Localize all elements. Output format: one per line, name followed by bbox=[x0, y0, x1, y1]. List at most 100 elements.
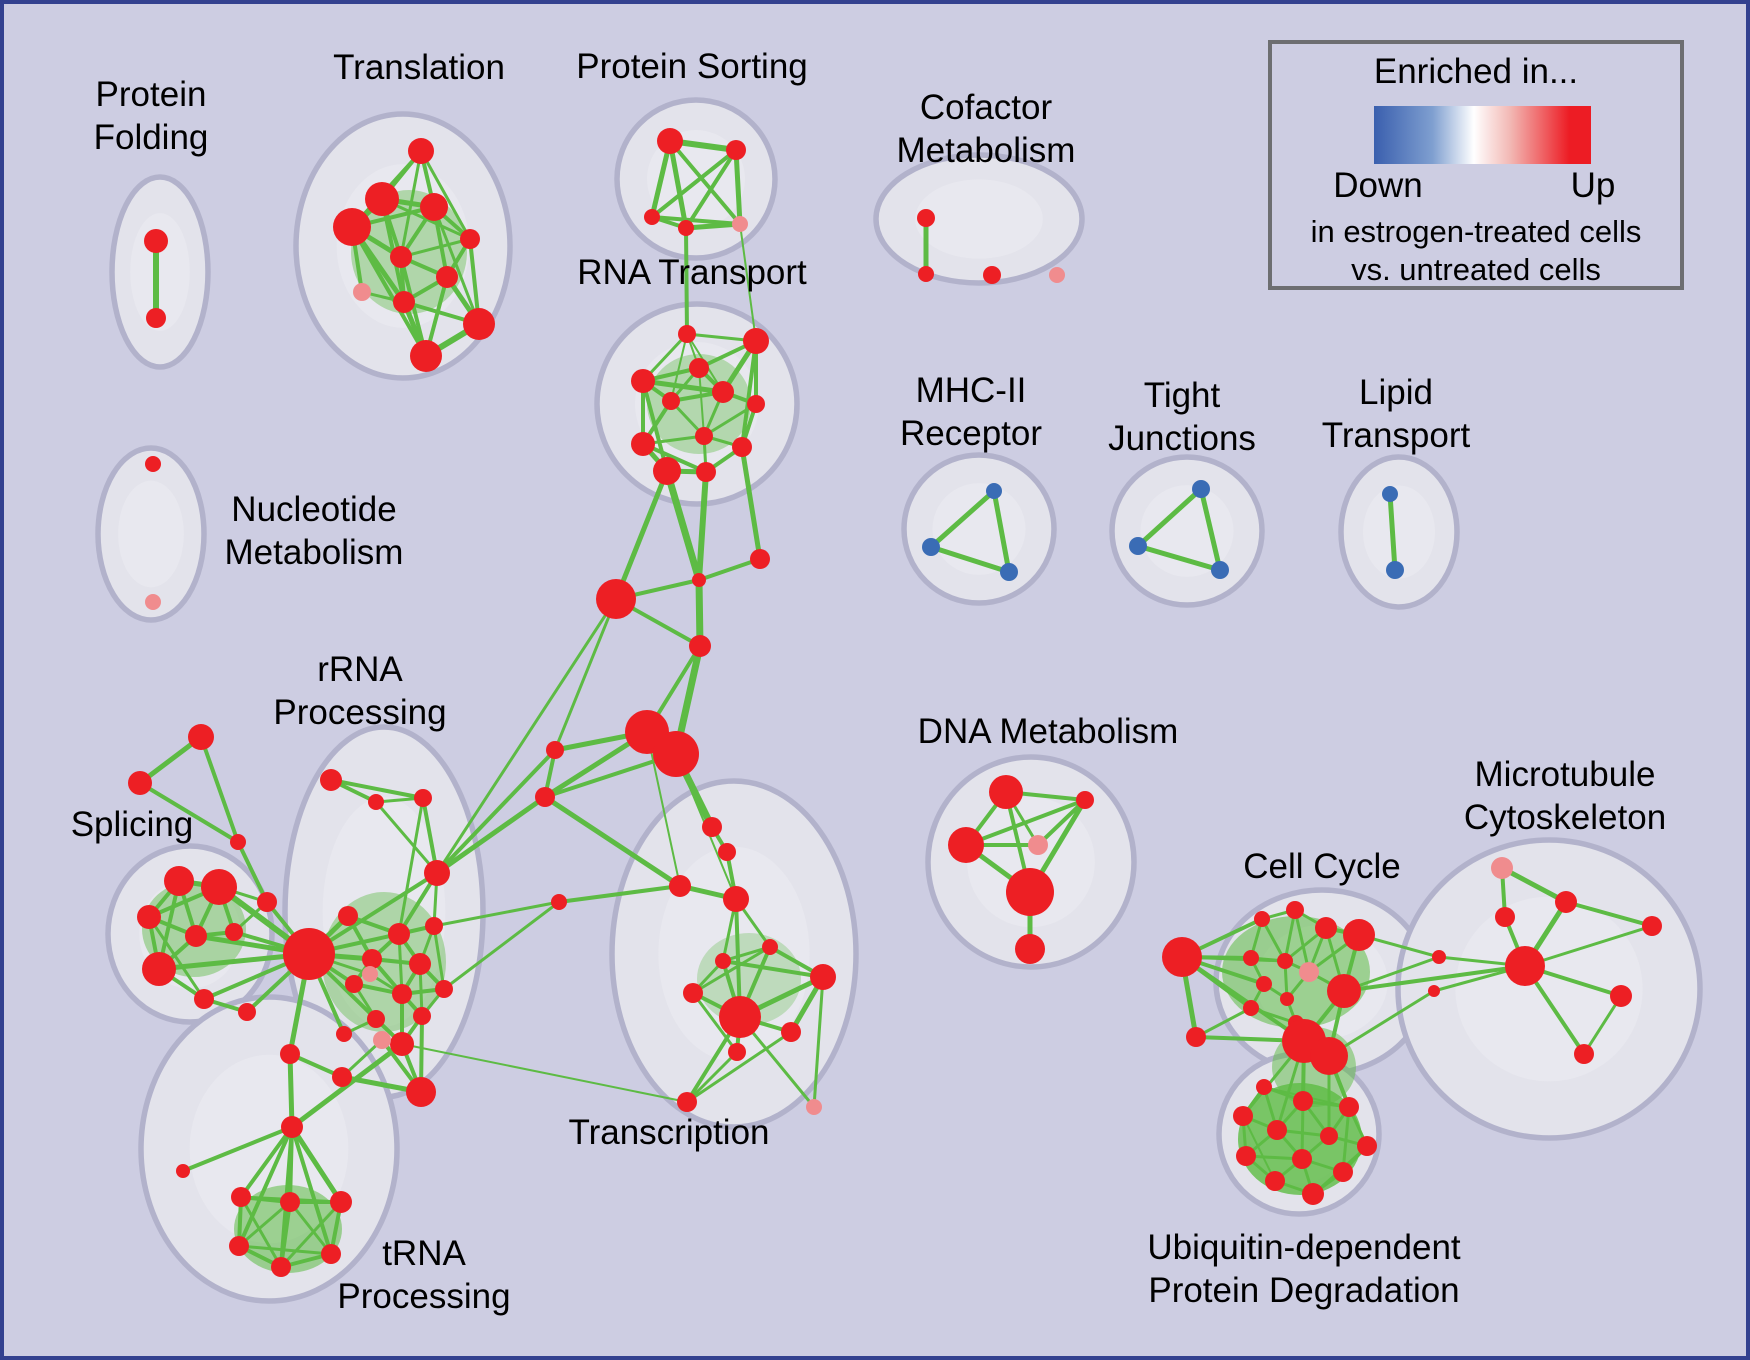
edge-tn4-tn7 bbox=[279, 1200, 343, 1269]
edge-tn0-tn4 bbox=[289, 1124, 344, 1205]
node-ub7 bbox=[1236, 1146, 1256, 1166]
node-nc1 bbox=[145, 594, 161, 610]
edge-tx5-tx12 bbox=[812, 975, 825, 1109]
edge-cn3-tx2 bbox=[557, 884, 682, 904]
cluster-label-trna-processing: Processing bbox=[337, 1277, 510, 1316]
node-rt6 bbox=[747, 395, 765, 413]
edge-tn3-tn7 bbox=[279, 1200, 292, 1269]
node-sp5 bbox=[137, 905, 161, 929]
node-mt8 bbox=[1574, 1044, 1594, 1064]
edge-ps1-ps2 bbox=[650, 148, 738, 219]
edge-tj0-tj2 bbox=[1198, 486, 1223, 573]
node-tx10 bbox=[728, 1043, 746, 1061]
edge-cn2-rr3 bbox=[434, 794, 548, 876]
node-sp11 bbox=[238, 1003, 256, 1021]
edge-ps0-ps3 bbox=[667, 138, 689, 231]
edge-cc3-cc8 bbox=[1293, 908, 1311, 974]
cluster-label-cofactor-metabolism: Metabolism bbox=[897, 131, 1076, 170]
node-tj2 bbox=[1211, 561, 1229, 579]
cluster-label-rrna-processing: Processing bbox=[273, 693, 446, 732]
cluster-label-protein-folding: Protein bbox=[96, 75, 207, 114]
node-cn3 bbox=[551, 894, 567, 910]
node-pf0 bbox=[144, 229, 168, 253]
node-sp10 bbox=[194, 989, 214, 1009]
cluster-ellipse-highlight-rna-transport bbox=[635, 342, 759, 466]
node-cc0 bbox=[1162, 937, 1202, 977]
edge-ps1-ps3 bbox=[684, 148, 738, 230]
edge-rt6-rt7 bbox=[702, 402, 758, 438]
node-rt4 bbox=[712, 381, 734, 403]
node-tl1 bbox=[365, 182, 399, 216]
edge-mt7-mt3 bbox=[1523, 924, 1654, 968]
node-rt0 bbox=[678, 325, 696, 343]
cluster-label-microtubule-cytoskeleton: Cytoskeleton bbox=[1464, 798, 1666, 837]
node-dn1 bbox=[1076, 791, 1094, 809]
edge-ub3-ub10 bbox=[1242, 1115, 1276, 1182]
edge-tn0-tn2 bbox=[239, 1125, 294, 1199]
edge-tx2-cn2 bbox=[542, 794, 683, 889]
cluster-label-transcription: Transcription bbox=[569, 1113, 770, 1152]
node-rt5 bbox=[662, 392, 680, 410]
node-sp8 bbox=[142, 952, 176, 986]
edge-tx4-tx6 bbox=[721, 945, 772, 963]
node-cn1 bbox=[546, 741, 564, 759]
node-rr2 bbox=[414, 789, 432, 807]
edge-tn3-tn5 bbox=[237, 1200, 292, 1248]
node-rr14 bbox=[367, 1010, 385, 1028]
node-tl0 bbox=[408, 138, 434, 164]
node-cc7 bbox=[1277, 953, 1293, 969]
node-tn10 bbox=[406, 1077, 436, 1107]
edge-rr3-mj1 bbox=[435, 597, 618, 875]
node-ub6 bbox=[1357, 1136, 1377, 1156]
node-rt9 bbox=[732, 437, 752, 457]
legend-gradient-bar bbox=[1374, 106, 1591, 164]
edge-mj4-tx2 bbox=[646, 731, 681, 887]
node-tn9 bbox=[332, 1067, 352, 1087]
edge-ps0-ps2 bbox=[649, 138, 673, 220]
node-cf1 bbox=[918, 266, 934, 282]
node-tx11 bbox=[677, 1092, 697, 1112]
node-cc10 bbox=[1280, 992, 1294, 1006]
node-cf3 bbox=[1049, 267, 1065, 283]
node-mh1 bbox=[922, 538, 940, 556]
edge-rr1-rr3 bbox=[374, 800, 439, 875]
node-sp1 bbox=[128, 771, 152, 795]
node-rr7 bbox=[362, 949, 382, 969]
edge-mt1-mt7 bbox=[1564, 900, 1654, 928]
node-ub8 bbox=[1292, 1149, 1312, 1169]
node-tl6 bbox=[436, 266, 458, 288]
edge-tl0-tl4 bbox=[419, 149, 472, 241]
edge-rt0-rt5 bbox=[670, 333, 688, 402]
edge-tn0-tn5 bbox=[237, 1125, 294, 1248]
node-rr4 bbox=[338, 906, 358, 926]
node-mj1 bbox=[596, 579, 636, 619]
node-rt3 bbox=[631, 369, 655, 393]
edge-tx7-tx10 bbox=[691, 991, 739, 1054]
edge-tl4-tl5 bbox=[399, 237, 472, 259]
legend-caption-line2: vs. untreated cells bbox=[1351, 252, 1601, 287]
edge-tn5-tn6 bbox=[237, 1244, 333, 1256]
edge-cc0-cc14 bbox=[1180, 955, 1306, 1043]
node-tl10 bbox=[410, 340, 442, 372]
node-cc8 bbox=[1299, 962, 1319, 982]
node-mj5 bbox=[653, 731, 699, 777]
edge-rt2-rt7 bbox=[698, 367, 705, 437]
node-mt5 bbox=[1428, 985, 1440, 997]
node-ub4 bbox=[1267, 1120, 1287, 1140]
edge-tj1-tj2 bbox=[1135, 543, 1223, 573]
cluster-ellipse-highlight-cofactor-metabolism bbox=[915, 179, 1043, 259]
edge-mesh-blob-1 bbox=[647, 354, 751, 454]
edge-cn3-rr6 bbox=[432, 900, 561, 928]
edge-mh0-mh2 bbox=[991, 488, 1012, 575]
cluster-label-microtubule-cytoskeleton: Microtubule bbox=[1475, 755, 1656, 794]
edge-rt1-rt9 bbox=[740, 339, 758, 449]
node-cc3 bbox=[1286, 901, 1304, 919]
node-ub0 bbox=[1256, 1079, 1272, 1095]
node-tx8 bbox=[719, 996, 761, 1038]
node-sp2 bbox=[230, 834, 246, 850]
edge-cn1-rr3 bbox=[435, 748, 557, 875]
edge-cc12-mt3 bbox=[1342, 964, 1527, 993]
node-tx12 bbox=[806, 1099, 822, 1115]
node-rr13 bbox=[413, 1007, 431, 1025]
edge-rt10-mj0 bbox=[663, 467, 703, 584]
